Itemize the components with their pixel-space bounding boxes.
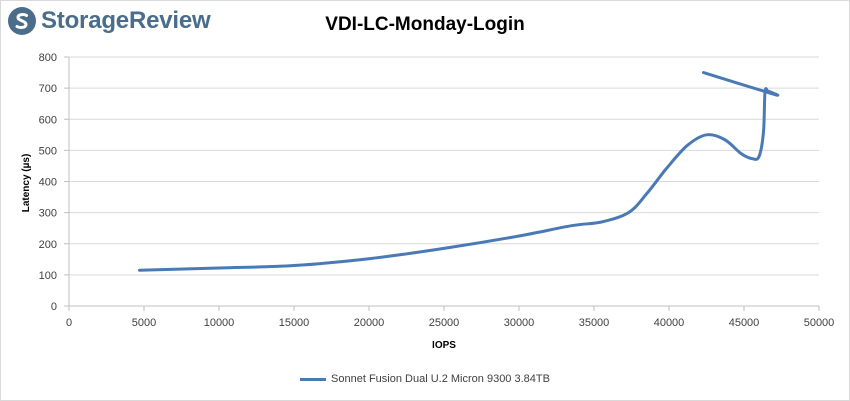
x-tick-label: 35000	[579, 317, 610, 329]
x-tick-label: 0	[66, 317, 72, 329]
series-layer	[138, 71, 780, 272]
brand-name: StorageReview	[41, 7, 211, 34]
x-tick-label: 10000	[204, 317, 235, 329]
y-tick-label: 200	[39, 239, 57, 251]
x-tick-label: 25000	[429, 317, 460, 329]
legend-swatch	[300, 377, 327, 381]
axes	[64, 56, 820, 311]
y-tick-label: 700	[39, 83, 57, 95]
x-tick-label: 45000	[729, 317, 760, 329]
legend-series-label: Sonnet Fusion Dual U.2 Micron 9300 3.84T…	[331, 373, 550, 385]
gridlines	[69, 56, 819, 276]
x-tick-label: 20000	[354, 317, 385, 329]
x-tick-label: 40000	[654, 317, 685, 329]
x-axis-title: IOPS	[432, 340, 456, 351]
x-tick-label: 5000	[132, 317, 156, 329]
y-tick-label: 300	[39, 208, 57, 220]
y-axis-title: Latency (µs)	[21, 154, 32, 213]
storagereview-logo-icon	[8, 7, 36, 35]
y-tick-label: 800	[39, 52, 57, 64]
x-tick-labels: 0 5000 10000 15000 20000 25000 30000 35000 40000…	[66, 317, 834, 329]
y-tick-label: 500	[39, 145, 57, 157]
y-tick-label: 100	[39, 270, 57, 282]
legend: Sonnet Fusion Dual U.2 Micron 9300 3.84T…	[0, 373, 850, 385]
x-tick-label: 30000	[504, 317, 535, 329]
chart-title: VDI-LC-Monday-Login	[325, 14, 525, 35]
y-tick-label: 600	[39, 114, 57, 126]
x-tick-label: 50000	[804, 317, 835, 329]
series-line	[138, 71, 780, 272]
y-tick-labels: 0 100 200 300 400 500 600 700 800	[39, 52, 57, 313]
brand-logo: StorageReview	[7, 4, 211, 38]
y-tick-label: 0	[51, 301, 57, 313]
x-tick-label: 15000	[279, 317, 310, 329]
y-tick-label: 400	[39, 177, 57, 189]
